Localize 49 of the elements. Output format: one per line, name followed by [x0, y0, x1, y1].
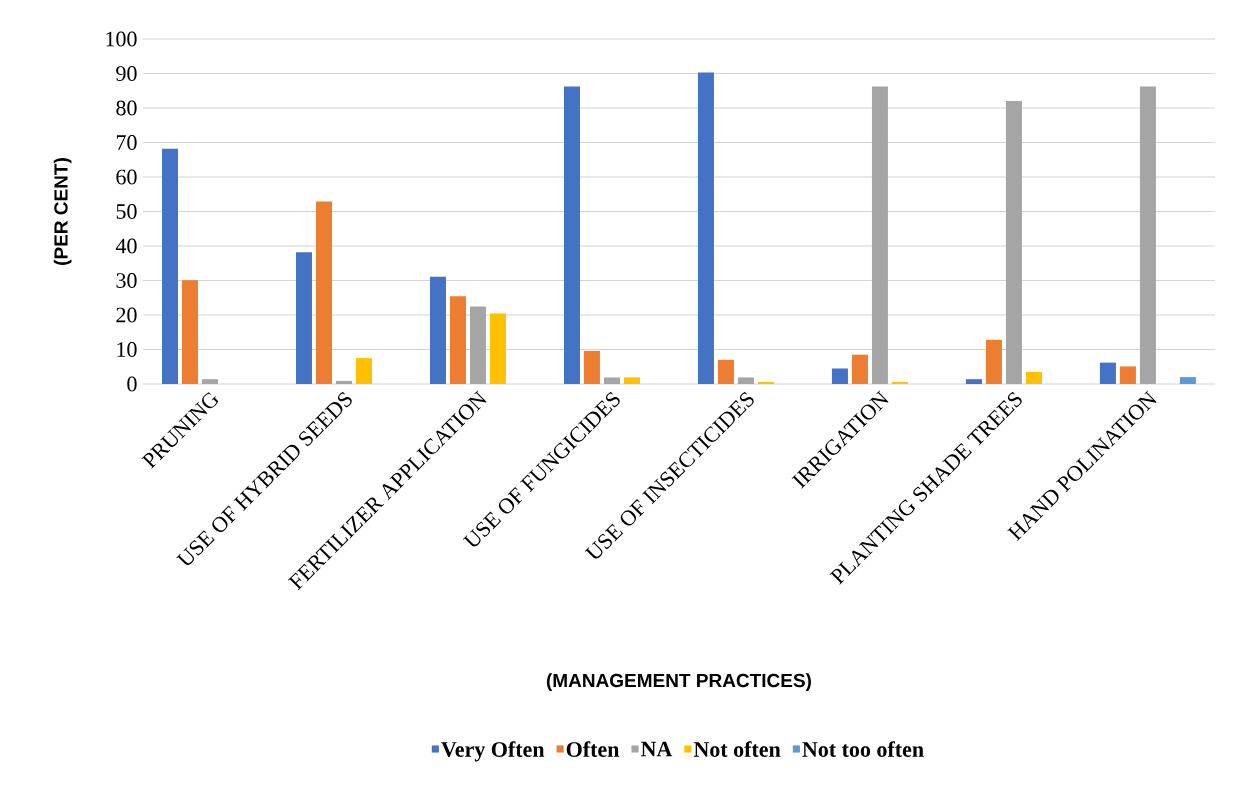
bar	[315, 201, 332, 384]
bar	[985, 339, 1002, 384]
legend-label: Often	[566, 741, 620, 757]
x-axis-title: (MANAGEMENT PRACTICES)	[546, 673, 811, 691]
bar	[831, 368, 848, 384]
legend-label: Not often	[693, 741, 781, 757]
bar	[717, 359, 734, 384]
bar	[871, 86, 888, 384]
y-tick-label: 90	[116, 66, 137, 81]
y-tick-label: 0	[127, 376, 137, 392]
bar	[623, 377, 640, 384]
y-axis-title: (PER CENT)	[53, 158, 72, 265]
bar	[1005, 101, 1022, 384]
bar	[429, 276, 446, 384]
y-tick-label: 100	[106, 31, 137, 47]
bar	[1179, 377, 1196, 384]
y-tick-label: 80	[116, 100, 137, 116]
bar	[469, 306, 486, 384]
y-tick-label: 40	[115, 238, 137, 254]
bar	[1025, 371, 1042, 384]
bar	[335, 380, 352, 384]
y-tick-label: 10	[117, 342, 137, 357]
y-tick-label: 60	[116, 169, 137, 185]
bar	[489, 313, 506, 384]
y-tick-label: 50	[116, 204, 137, 219]
bar	[162, 148, 178, 384]
bar	[851, 354, 868, 384]
bar	[891, 381, 908, 384]
bar	[965, 379, 982, 384]
bar	[697, 72, 714, 384]
bar	[583, 350, 600, 384]
legend-label: Very Often	[441, 741, 545, 762]
y-tick-label: 70	[116, 135, 137, 150]
y-tick-label: 20	[116, 307, 137, 323]
bar	[563, 86, 580, 384]
bar	[1139, 86, 1156, 384]
bar	[603, 377, 620, 384]
bar	[182, 280, 198, 384]
legend-label: Not too often	[802, 741, 924, 757]
bar	[1119, 366, 1136, 384]
bar	[295, 252, 312, 384]
bar	[201, 379, 218, 384]
bar	[737, 377, 754, 384]
bar	[355, 358, 372, 384]
legend-label: NA	[640, 741, 673, 757]
y-tick-label: 30	[116, 273, 137, 288]
bar	[757, 381, 774, 384]
bar	[1099, 362, 1116, 384]
bar	[449, 296, 466, 384]
